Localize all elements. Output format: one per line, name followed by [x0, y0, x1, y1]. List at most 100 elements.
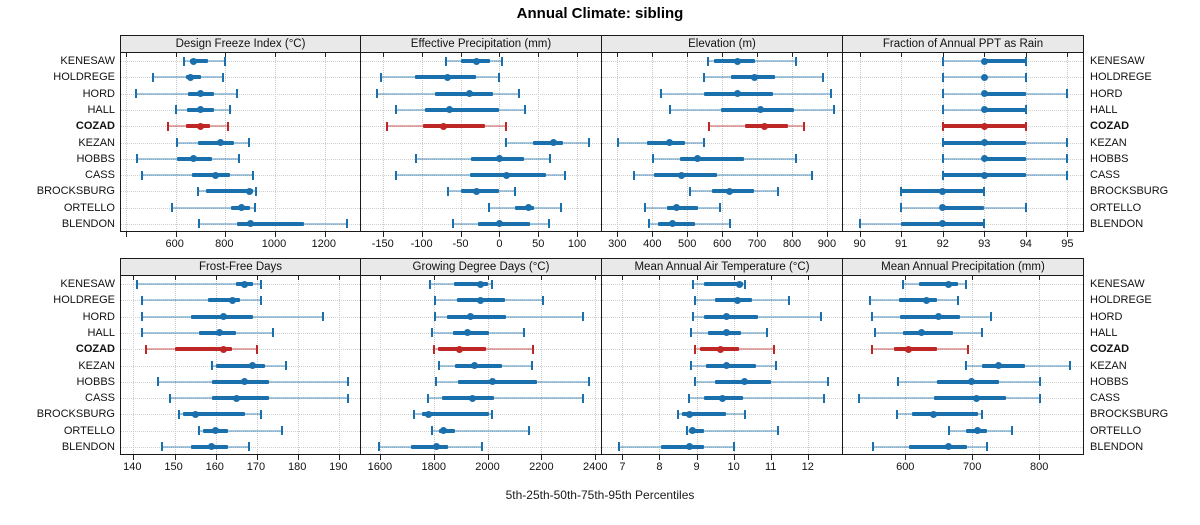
p5-whisker-cap [427, 393, 430, 403]
x-gridline [499, 53, 501, 231]
median-dot [685, 410, 693, 418]
p5-whisker-cap [702, 72, 705, 82]
row-label-right-cozad: COZAD [1090, 120, 1130, 133]
x-tick-mark [622, 276, 624, 280]
panel-header-design-freeze-index-c: Design Freeze Index (°C) [120, 35, 361, 53]
row-gridline [121, 175, 360, 177]
interquartile-bar [666, 205, 698, 210]
p95-whisker-cap [524, 105, 527, 115]
p5-whisker-cap [394, 105, 397, 115]
interquartile-bar [657, 221, 696, 226]
median-dot [550, 139, 558, 146]
p5-whisker-cap [941, 154, 944, 164]
x-tick-mark [125, 232, 127, 237]
percentile-range-line [137, 283, 262, 286]
p5-whisker-cap [136, 154, 139, 164]
x-tick-mark [275, 53, 277, 57]
x-tick-mark [538, 232, 540, 237]
x-gridline [622, 276, 624, 454]
x-tick-label: 600 [165, 238, 184, 250]
x-gridline [905, 276, 907, 454]
row-label-right-cass: CASS [1090, 392, 1120, 405]
p95-whisker-cap [1024, 121, 1027, 131]
p5-whisker-cap [858, 393, 861, 403]
x-tick-mark [687, 232, 689, 237]
x-tick-mark [696, 455, 698, 460]
p5-whisker-cap [197, 186, 200, 196]
x-gridline [1025, 53, 1027, 231]
x-tick-label: 7 [619, 461, 626, 473]
row-label-left-holdrege: HOLDREGE [53, 71, 115, 84]
interquartile-bar [908, 444, 967, 449]
x-tick-label: 700 [963, 461, 982, 473]
x-tick-mark [733, 276, 735, 280]
p5-whisker-cap [152, 72, 155, 82]
median-dot [980, 171, 988, 179]
p5-whisker-cap [444, 56, 447, 66]
median-dot [208, 443, 216, 451]
interquartile-bar [911, 412, 978, 417]
p95-whisker-cap [1011, 426, 1014, 436]
p5-whisker-cap [874, 328, 877, 338]
interquartile-bar [934, 396, 1006, 401]
p5-whisker-cap [140, 295, 143, 305]
x-tick-label: 160 [205, 461, 224, 473]
median-dot [228, 296, 236, 304]
x-tick-label: -100 [410, 238, 433, 250]
interquartile-bar [893, 347, 937, 352]
interquartile-bar [191, 173, 231, 178]
p95-whisker-cap [957, 295, 960, 305]
p95-whisker-cap [794, 56, 797, 66]
x-tick-mark [324, 232, 326, 237]
x-tick-mark [487, 276, 489, 280]
median-dot [750, 73, 758, 81]
interquartile-bar [715, 298, 753, 303]
median-dot [733, 296, 741, 304]
median-dot [944, 280, 952, 288]
row-gridline [843, 61, 1083, 63]
median-dot [424, 410, 432, 418]
percentile-range-line [687, 429, 779, 432]
row-label-left-kenesaw: KENESAW [60, 55, 115, 68]
p95-whisker-cap [1024, 56, 1027, 66]
p95-whisker-cap [1024, 105, 1027, 115]
x-tick-mark [577, 232, 579, 237]
x-tick-label: 93 [978, 238, 991, 250]
x-tick-label: 12 [801, 461, 814, 473]
x-tick-mark [339, 455, 341, 460]
x-tick-mark [757, 53, 759, 57]
row-gridline [843, 109, 1083, 111]
median-dot [189, 155, 197, 163]
p95-whisker-cap [967, 344, 970, 354]
interquartile-bar [936, 379, 999, 384]
median-dot [980, 122, 988, 130]
x-tick-label: -150 [371, 238, 394, 250]
median-dot [477, 280, 485, 288]
median-dot [980, 90, 988, 98]
x-gridline [421, 53, 423, 231]
median-dot [238, 204, 246, 212]
x-gridline [174, 276, 176, 454]
p95-whisker-cap [794, 154, 797, 164]
p5-whisker-cap [660, 89, 663, 99]
p95-whisker-cap [346, 219, 349, 229]
p5-whisker-cap [183, 56, 186, 66]
x-tick-mark [595, 455, 597, 460]
median-dot [669, 220, 677, 228]
median-dot [246, 220, 254, 228]
row-label-left-brocksburg: BROCKSBURG [36, 408, 115, 421]
x-tick-label: 900 [817, 238, 837, 250]
interquartile-bar [514, 205, 535, 210]
median-dot [439, 427, 447, 435]
p95-whisker-cap [1024, 203, 1027, 213]
row-label-right-hobbs: HOBBS [1090, 375, 1129, 388]
p5-whisker-cap [647, 219, 650, 229]
median-dot [980, 155, 988, 163]
x-gridline [577, 53, 579, 231]
row-gridline [121, 142, 360, 144]
p95-whisker-cap [559, 203, 562, 213]
interquartile-bar [984, 107, 1026, 112]
x-tick-label: 150 [164, 461, 183, 473]
percentile-range-line [428, 397, 584, 400]
